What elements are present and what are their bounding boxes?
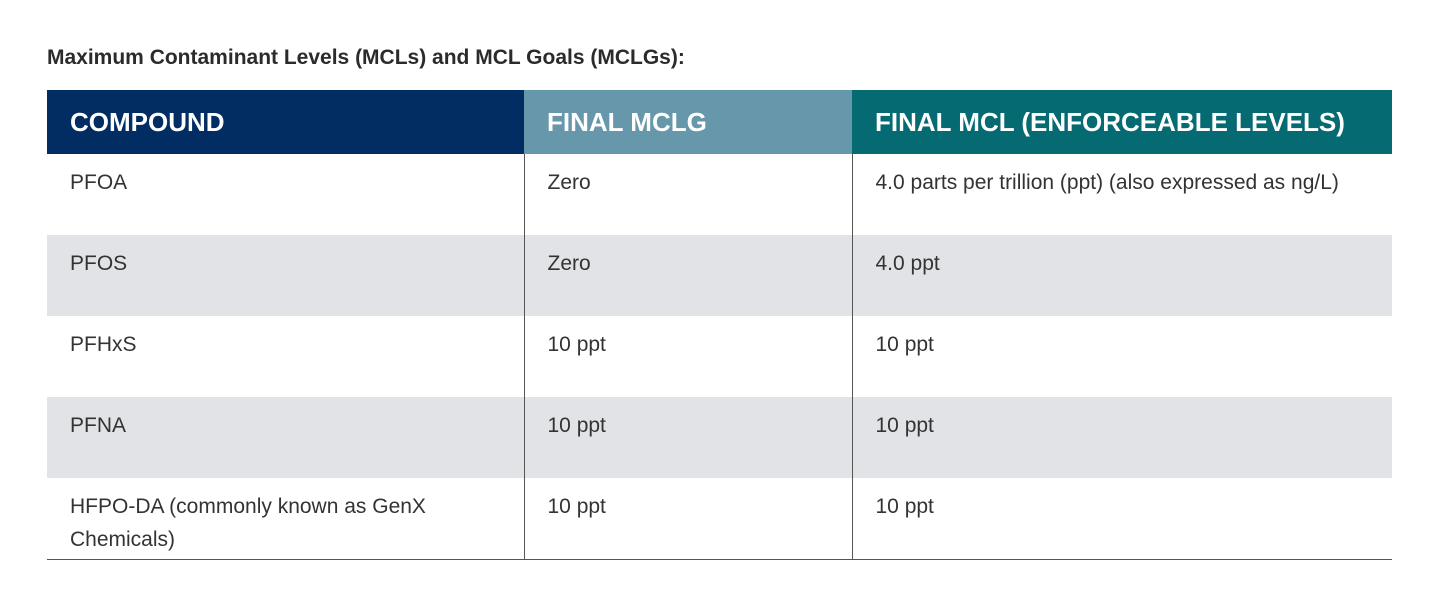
table-cell: 10 ppt bbox=[851, 397, 1392, 478]
table-cell: Zero bbox=[523, 154, 852, 235]
table-cell: 10 ppt bbox=[523, 478, 852, 560]
table-row: HFPO-DA (commonly known as GenX Chemical… bbox=[47, 478, 1392, 560]
table-cell: 10 ppt bbox=[851, 478, 1392, 560]
table-cell: PFHxS bbox=[70, 333, 137, 356]
table-cell: 10 ppt bbox=[523, 397, 852, 478]
table-body: PFOA Zero 4.0 parts per trillion (ppt) (al… bbox=[47, 154, 1392, 560]
column-header: FINAL MCL (ENFORCEABLE LEVELS) bbox=[852, 90, 1392, 154]
table-row: PFNA 10 ppt 10 ppt bbox=[47, 397, 1392, 478]
table-cell: HFPO-DA (commonly known as GenX Chemical… bbox=[47, 478, 524, 560]
table-cell: PFOA bbox=[70, 171, 128, 194]
header-row: COMPOUND FINAL MCLG FINAL MCL (ENFORCEABLE… bbox=[47, 90, 1392, 154]
table-cell: 4.0 parts per trillion (ppt) (also expre… bbox=[851, 154, 1392, 235]
table-row: PFHxS 10 ppt 10 ppt bbox=[47, 316, 1392, 397]
column-header: FINAL MCLG bbox=[524, 90, 852, 154]
table-row: PFOA Zero 4.0 parts per trillion (ppt) (al… bbox=[47, 154, 1392, 235]
column-header: COMPOUND bbox=[47, 90, 524, 154]
table-cell: 10 ppt bbox=[523, 316, 852, 397]
table-title: Maximum Contaminant Levels (MCLs) and MC… bbox=[47, 46, 685, 69]
mcl-table: COMPOUND FINAL MCLG FINAL MCL (ENFORCEABLE… bbox=[47, 90, 1392, 560]
table-cell: PFNA bbox=[47, 397, 524, 478]
table-cell: 10 ppt bbox=[851, 316, 1392, 397]
table-row: PFOS Zero 4.0 ppt bbox=[47, 235, 1392, 316]
table-cell: 4.0 ppt bbox=[851, 235, 1392, 316]
content: Maximum Contaminant Levels (MCLs) and MC… bbox=[47, 44, 1392, 560]
table-cell: PFOS bbox=[47, 235, 524, 316]
table-cell: Zero bbox=[523, 235, 852, 316]
